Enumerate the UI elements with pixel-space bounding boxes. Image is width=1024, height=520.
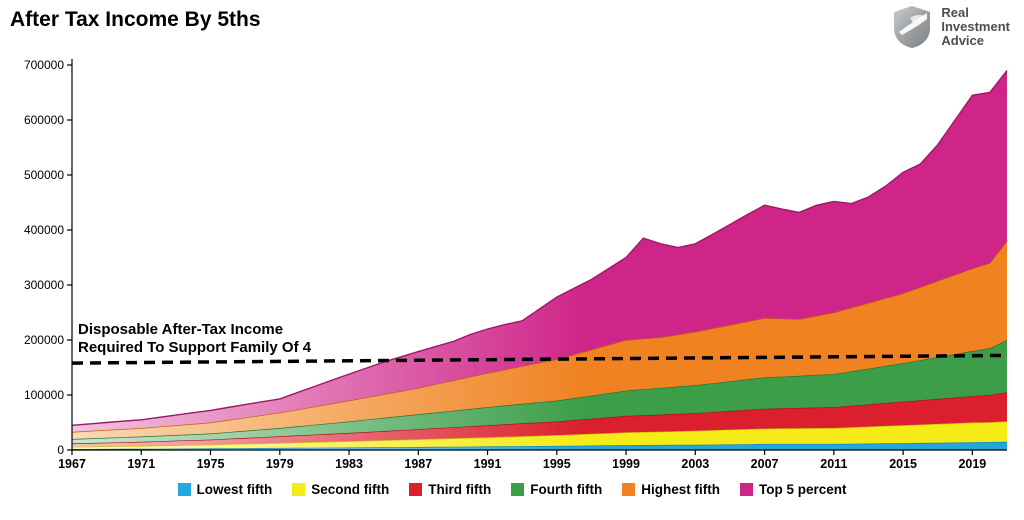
x-tick-label: 1999 — [612, 457, 640, 470]
legend-label: Third fifth — [428, 482, 492, 497]
brand-line-2: Investment — [941, 18, 1010, 34]
edge-top-5-percent — [71, 70, 1008, 426]
y-tick-label: 600000 — [24, 113, 64, 127]
area-series-group — [71, 70, 1008, 450]
brand-logo-text: Real Investment Advice — [941, 4, 1010, 49]
x-tick-label: 2003 — [681, 457, 709, 470]
stacked-area-chart: 0 100000 200000 300000 400000 500000 600000 700… — [0, 50, 1024, 470]
area-fourth-fifth — [72, 340, 1007, 444]
y-tick-label: 400000 — [24, 223, 64, 237]
legend-swatch — [177, 483, 191, 496]
legend-swatch — [622, 483, 636, 496]
brand-line-3: Advice — [941, 33, 984, 49]
legend-item: Top 5 percent — [739, 482, 847, 497]
legend-item: Fourth fifth — [511, 482, 602, 497]
chart-canvas: 0 100000 200000 300000 400000 500000 600000 700… — [24, 58, 1008, 470]
legend-swatch — [292, 483, 306, 496]
brand-logo: Real Investment Advice — [890, 4, 1010, 50]
legend-swatch — [511, 483, 525, 496]
x-tick-label: 1987 — [404, 457, 432, 470]
x-tick-label: 2011 — [820, 457, 847, 470]
area-highest-fifth — [72, 241, 1007, 439]
legend-label: Lowest fifth — [196, 482, 273, 497]
legend-label: Fourth fifth — [530, 482, 603, 497]
legend-label: Second fifth — [311, 482, 390, 497]
eagle-shield-icon — [894, 6, 931, 48]
y-axis-labels: 0 100000 200000 300000 400000 500000 600000 700… — [24, 58, 72, 457]
x-axis-labels: 1967 1971 1975 1979 1983 1987 1991 1995 1999 2003… — [58, 450, 986, 470]
x-tick-label: 1979 — [266, 457, 294, 470]
y-tick-label: 200000 — [24, 333, 64, 347]
x-tick-label: 1975 — [197, 457, 225, 470]
x-tick-label: 1991 — [474, 457, 502, 470]
page-title: After Tax Income By 5ths — [10, 8, 261, 31]
y-tick-label: 500000 — [24, 168, 64, 182]
legend-item: Lowest fifth — [177, 482, 273, 497]
legend-label: Top 5 percent — [758, 482, 847, 497]
axes — [71, 59, 1007, 451]
reference-line-label-line1: Disposable After-Tax Income — [78, 321, 284, 338]
legend-item: Highest fifth — [622, 482, 720, 497]
x-tick-label: 1995 — [543, 457, 571, 470]
x-tick-label: 2015 — [889, 457, 917, 470]
y-tick-label: 100000 — [24, 388, 64, 402]
y-tick-label: 300000 — [24, 278, 64, 292]
chart-legend: Lowest fifth Second fifth Third fifth Fourt… — [0, 482, 1024, 497]
legend-item: Second fifth — [292, 482, 389, 497]
x-tick-label: 2007 — [751, 457, 779, 470]
y-tick-label: 700000 — [24, 58, 64, 72]
reference-line-label-line2: Required To Support Family Of 4 — [78, 339, 312, 356]
y-tick-label: 0 — [57, 443, 64, 457]
area-top-5-percent — [72, 70, 1007, 432]
legend-swatch — [739, 483, 753, 496]
x-tick-label: 1967 — [58, 457, 86, 470]
x-tick-label: 2019 — [958, 457, 986, 470]
family-of-4-reference-line — [71, 353, 1008, 365]
reference-line-label: Disposable After-Tax Income Required To … — [78, 321, 311, 357]
legend-label: Highest fifth — [641, 482, 720, 497]
brand-line-1: Real — [941, 4, 969, 20]
legend-item: Third fifth — [409, 482, 491, 497]
x-tick-label: 1971 — [127, 457, 155, 470]
legend-swatch — [409, 483, 423, 496]
x-tick-label: 1983 — [335, 457, 363, 470]
area-second-fifth — [72, 421, 1007, 449]
